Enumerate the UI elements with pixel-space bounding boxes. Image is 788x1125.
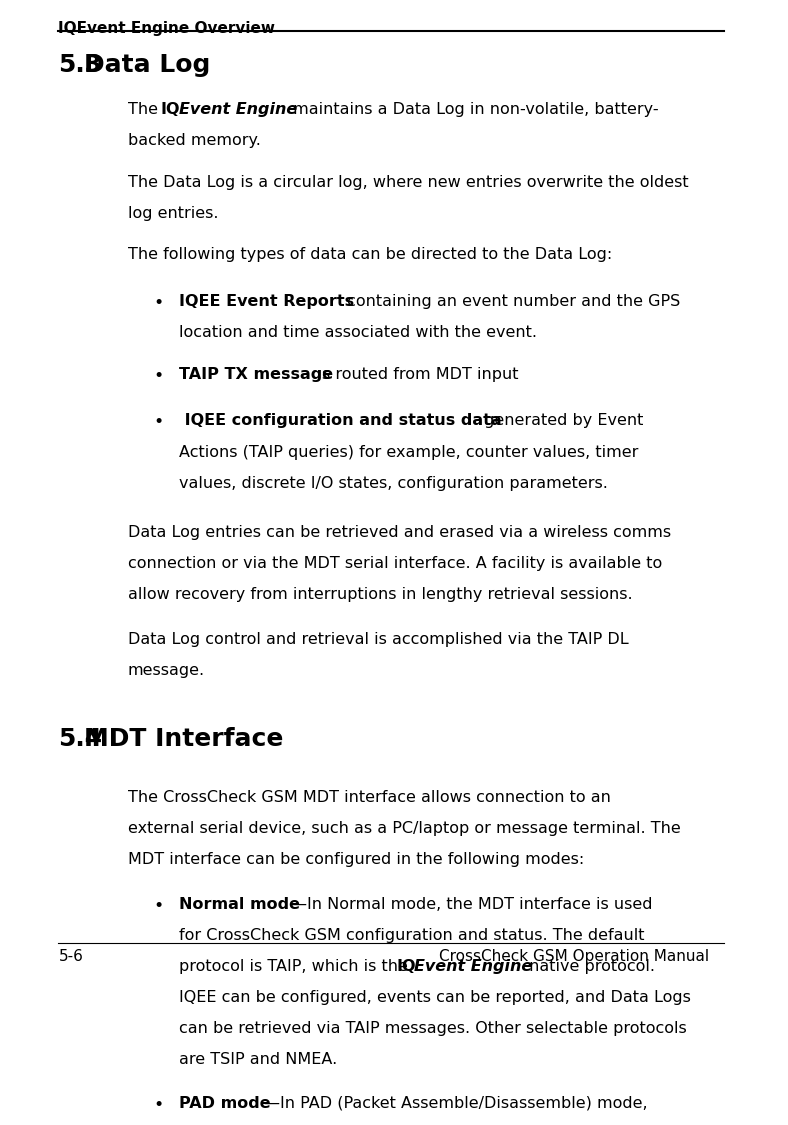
Text: The Data Log is a circular log, where new entries overwrite the oldest: The Data Log is a circular log, where ne… bbox=[128, 174, 689, 190]
Text: Data Log: Data Log bbox=[84, 53, 210, 78]
Text: Event Engine: Event Engine bbox=[179, 102, 297, 117]
Text: •: • bbox=[154, 1096, 164, 1114]
Text: native protocol.: native protocol. bbox=[524, 958, 655, 974]
Text: IQ: IQ bbox=[396, 958, 416, 974]
Text: allow recovery from interruptions in lengthy retrieval sessions.: allow recovery from interruptions in len… bbox=[128, 587, 633, 602]
Text: The CrossCheck GSM MDT interface allows connection to an: The CrossCheck GSM MDT interface allows … bbox=[128, 790, 611, 806]
Text: protocol is TAIP, which is the: protocol is TAIP, which is the bbox=[179, 958, 413, 974]
Text: message.: message. bbox=[128, 663, 205, 678]
Text: Normal mode: Normal mode bbox=[179, 897, 300, 911]
Text: values, discrete I/O states, configuration parameters.: values, discrete I/O states, configurati… bbox=[179, 476, 608, 490]
Text: PAD mode: PAD mode bbox=[179, 1096, 271, 1110]
Text: Data Log entries can be retrieved and erased via a wireless comms: Data Log entries can be retrieved and er… bbox=[128, 525, 671, 540]
Text: IQEE can be configured, events can be reported, and Data Logs: IQEE can be configured, events can be re… bbox=[179, 990, 691, 1005]
Text: can be retrieved via TAIP messages. Other selectable protocols: can be retrieved via TAIP messages. Othe… bbox=[179, 1022, 687, 1036]
Text: Actions (TAIP queries) for example, counter values, timer: Actions (TAIP queries) for example, coun… bbox=[179, 444, 638, 459]
Text: log entries.: log entries. bbox=[128, 206, 218, 220]
Text: •: • bbox=[154, 367, 164, 385]
Text: Data Log control and retrieval is accomplished via the TAIP DL: Data Log control and retrieval is accomp… bbox=[128, 632, 629, 647]
Text: IQEE Event Reports: IQEE Event Reports bbox=[179, 294, 355, 309]
Text: 5.4: 5.4 bbox=[58, 727, 102, 750]
Text: IQEvent Engine Overview: IQEvent Engine Overview bbox=[58, 21, 276, 36]
Text: •: • bbox=[154, 294, 164, 312]
Text: •: • bbox=[154, 414, 164, 432]
Text: —In Normal mode, the MDT interface is used: —In Normal mode, the MDT interface is us… bbox=[292, 897, 653, 911]
Text: The following types of data can be directed to the Data Log:: The following types of data can be direc… bbox=[128, 248, 612, 262]
Text: The: The bbox=[128, 102, 163, 117]
Text: 5.3: 5.3 bbox=[58, 53, 102, 78]
Text: IQEE configuration and status data: IQEE configuration and status data bbox=[179, 414, 502, 429]
Text: 5-6: 5-6 bbox=[58, 950, 84, 964]
Text: generated by Event: generated by Event bbox=[478, 414, 643, 429]
Text: containing an event number and the GPS: containing an event number and the GPS bbox=[342, 294, 680, 309]
Text: MDT Interface: MDT Interface bbox=[84, 727, 284, 750]
Text: Event Engine: Event Engine bbox=[414, 958, 533, 974]
Text: for CrossCheck GSM configuration and status. The default: for CrossCheck GSM configuration and sta… bbox=[179, 928, 645, 943]
Text: —In PAD (Packet Assemble/Disassemble) mode,: —In PAD (Packet Assemble/Disassemble) mo… bbox=[264, 1096, 648, 1110]
Text: TAIP TX message: TAIP TX message bbox=[179, 367, 333, 381]
Text: s routed from MDT input: s routed from MDT input bbox=[322, 367, 519, 381]
Text: CrossCheck GSM Operation Manual: CrossCheck GSM Operation Manual bbox=[439, 950, 709, 964]
Text: connection or via the MDT serial interface. A facility is available to: connection or via the MDT serial interfa… bbox=[128, 556, 662, 572]
Text: location and time associated with the event.: location and time associated with the ev… bbox=[179, 325, 537, 340]
Text: •: • bbox=[154, 897, 164, 915]
Text: IQ: IQ bbox=[161, 102, 180, 117]
Text: are TSIP and NMEA.: are TSIP and NMEA. bbox=[179, 1052, 337, 1066]
Text: maintains a Data Log in non-volatile, battery-: maintains a Data Log in non-volatile, ba… bbox=[288, 102, 659, 117]
Text: external serial device, such as a PC/laptop or message terminal. The: external serial device, such as a PC/lap… bbox=[128, 821, 681, 836]
Text: backed memory.: backed memory. bbox=[128, 133, 261, 148]
Text: MDT interface can be configured in the following modes:: MDT interface can be configured in the f… bbox=[128, 852, 584, 867]
